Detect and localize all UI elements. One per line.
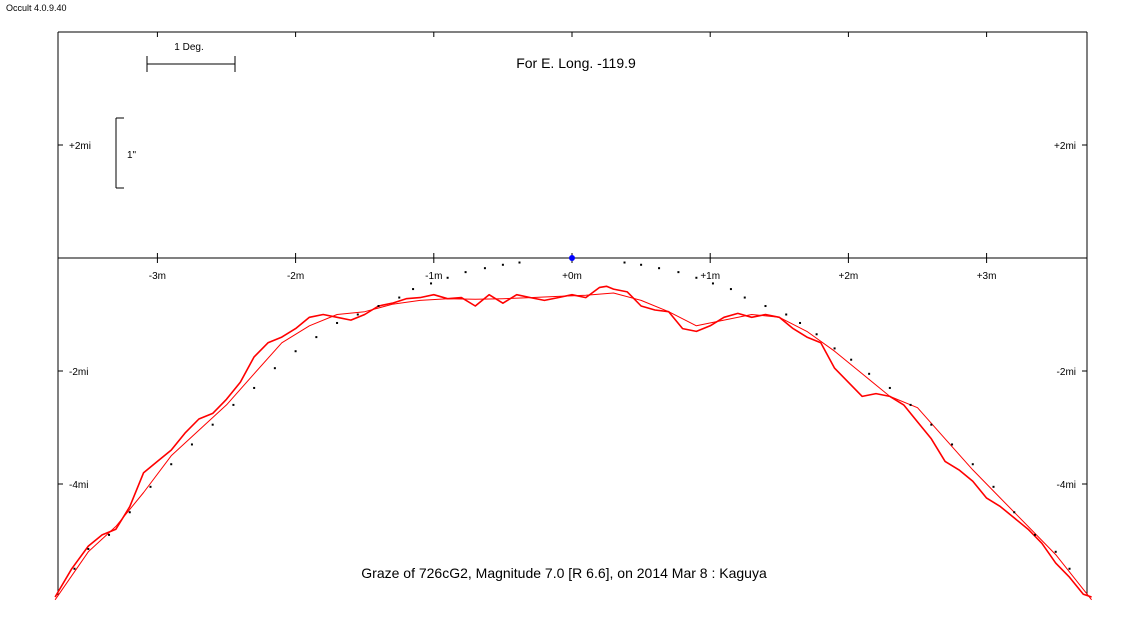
series-layer — [54, 255, 1092, 601]
predicted-limb-dot — [909, 403, 912, 406]
predicted-limb-dot — [430, 282, 433, 285]
predicted-limb-dot — [992, 485, 995, 488]
predicted-limb-dot — [1054, 550, 1057, 553]
predicted-limb-dot — [253, 386, 256, 389]
chart-title: Graze of 726cG2, Magnitude 7.0 [R 6.6], … — [361, 565, 767, 581]
limb-profile-line — [54, 285, 1092, 598]
predicted-limb-dot — [888, 386, 891, 389]
scale-bars: 1 Deg. 1" — [115, 42, 236, 189]
predicted-limb-dot — [336, 321, 339, 324]
predicted-limb-dot — [677, 271, 680, 274]
predicted-limb-dot — [518, 261, 521, 264]
y-tick-label-right: -2mi — [1057, 367, 1076, 378]
predicted-limb-dot — [743, 296, 746, 299]
y-tick-label-right: +2mi — [1054, 141, 1076, 152]
x-tick-label: +0m — [562, 271, 582, 282]
smoothed-limb-line — [54, 292, 1092, 601]
predicted-limb-dot — [951, 443, 954, 446]
predicted-limb-dot — [815, 333, 818, 336]
predicted-limb-dot — [640, 263, 643, 266]
y-tick-label-left: -4mi — [69, 480, 88, 491]
y-tick-label-right: -4mi — [1057, 480, 1076, 491]
predicted-limb-dot — [1068, 567, 1071, 570]
predicted-limb-dot — [695, 276, 698, 279]
predicted-limb-dot — [623, 261, 626, 264]
predicted-limb-dot — [108, 533, 111, 536]
axis-ticks: -3m -2m -1m +0m +1m +2m +3m +2mi +2mi -2mi -2mi -4m… — [58, 32, 1087, 491]
x-tick-label: +3m — [977, 271, 997, 282]
predicted-limb-dot — [73, 567, 76, 570]
predicted-limb-dot — [315, 336, 318, 339]
predicted-limb-dot — [930, 423, 933, 426]
predicted-limb-dot — [658, 267, 661, 270]
longitude-label: For E. Long. -119.9 — [516, 55, 636, 71]
predicted-limb-dot — [412, 288, 415, 291]
predicted-limb-dot — [128, 511, 131, 514]
x-tick-label: -1m — [425, 271, 442, 282]
predicted-limb-dot — [483, 267, 486, 270]
predicted-limb-dot — [273, 367, 276, 370]
predicted-limb-dot — [356, 313, 359, 316]
predicted-limb-dot — [464, 271, 467, 274]
x-tick-label: +1m — [700, 271, 720, 282]
predicted-limb-dot — [971, 463, 974, 466]
predicted-limb-dot — [764, 305, 767, 308]
predicted-limb-dot — [868, 372, 871, 375]
predicted-limb-dot — [398, 296, 401, 299]
predicted-limb-dot — [785, 313, 788, 316]
degree-scale-label: 1 Deg. — [174, 42, 203, 53]
predicted-limb-dot — [711, 282, 714, 285]
star-position-marker — [569, 255, 575, 261]
predicted-limb-dot — [799, 321, 802, 324]
predicted-limb-dot — [501, 263, 504, 266]
y-tick-label-left: -2mi — [69, 367, 88, 378]
predicted-limb-dot — [833, 347, 836, 350]
predicted-limb-dot — [377, 305, 380, 308]
arcsec-scale-label: 1" — [127, 150, 137, 161]
x-tick-label: -3m — [149, 271, 166, 282]
x-tick-label: -2m — [287, 271, 304, 282]
predicted-limb-dot — [87, 547, 90, 550]
predicted-limb-dot — [1013, 511, 1016, 514]
predicted-limb-dot — [170, 463, 173, 466]
y-tick-label-left: +2mi — [69, 141, 91, 152]
predicted-limb-dot — [190, 443, 193, 446]
x-tick-label: +2m — [839, 271, 859, 282]
predicted-limb-dot — [446, 276, 449, 279]
predicted-limb-dot — [729, 288, 732, 291]
predicted-limb-dot — [294, 350, 297, 353]
app-title: Occult 4.0.9.40 — [6, 3, 67, 13]
predicted-limb-dot — [850, 358, 853, 361]
plot-frame — [57, 31, 1088, 596]
predicted-limb-dot — [1033, 533, 1036, 536]
predicted-limb-dot — [211, 423, 214, 426]
predicted-limb-dot — [149, 485, 152, 488]
predicted-limb-dot — [232, 403, 235, 406]
